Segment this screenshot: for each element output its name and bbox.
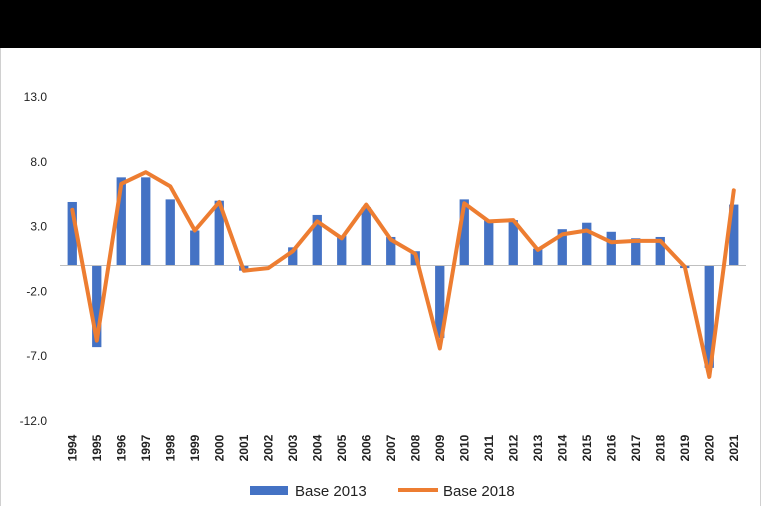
y-tick-label: -7.0 — [26, 349, 47, 363]
series-line-base-2018 — [70, 170, 736, 379]
frame-border-left — [0, 48, 1, 506]
x-tick-label-1995: 1995 — [90, 434, 104, 461]
y-tick-label: 8.0 — [30, 155, 47, 169]
bar-base-2013-1995 — [92, 265, 102, 348]
x-tick-label-2001: 2001 — [237, 434, 251, 461]
x-tick-label-2014: 2014 — [555, 434, 569, 461]
top-banner — [0, 0, 761, 48]
x-tick-label-2002: 2002 — [261, 434, 275, 461]
legend-swatch-base-2013 — [250, 486, 288, 495]
x-tick-label-1996: 1996 — [114, 434, 128, 461]
bar-base-2013-2010 — [459, 199, 469, 266]
bar-base-2013-2016 — [606, 231, 616, 266]
x-tick-label-2020: 2020 — [702, 434, 716, 461]
bar-base-2013-2011 — [484, 220, 494, 266]
bar-base-2013-2017 — [631, 238, 641, 266]
bar-base-2013-1998 — [165, 199, 175, 266]
x-tick-label-2013: 2013 — [531, 434, 545, 461]
bar-base-2013-1999 — [190, 230, 200, 266]
x-tick-label-2008: 2008 — [408, 434, 422, 461]
bar-base-2013-2021 — [729, 204, 739, 266]
bar-base-2013-2007 — [386, 236, 396, 266]
bar-base-2013-2004 — [312, 214, 322, 266]
bar-base-2013-2005 — [337, 235, 347, 266]
bar-base-2013-2014 — [557, 229, 567, 266]
bar-base-2013-1997 — [141, 177, 151, 266]
x-tick-label-2009: 2009 — [433, 434, 447, 461]
x-tick-label-1997: 1997 — [139, 434, 153, 461]
bar-base-2013-1994 — [67, 201, 77, 266]
y-tick-label: -2.0 — [26, 284, 47, 298]
bar-base-2013-2020 — [704, 265, 714, 368]
x-tick-label-1994: 1994 — [65, 434, 79, 461]
x-tick-label-2017: 2017 — [629, 434, 643, 461]
x-tick-label-2019: 2019 — [678, 434, 692, 461]
bar-base-2013-2012 — [508, 220, 518, 266]
x-tick-label-2021: 2021 — [727, 434, 741, 461]
x-tick-label-1999: 1999 — [188, 434, 202, 461]
bar-base-2013-2013 — [533, 248, 543, 266]
bar-base-2013-2003 — [288, 247, 298, 266]
bar-base-2013-1996 — [116, 177, 126, 266]
bar-base-2013-2018 — [655, 236, 665, 266]
bar-base-2013-2009 — [435, 265, 445, 339]
x-tick-label-1998: 1998 — [163, 434, 177, 461]
x-tick-label-2000: 2000 — [212, 434, 226, 461]
x-tick-label-2005: 2005 — [335, 434, 349, 461]
x-tick-label-2006: 2006 — [359, 434, 373, 461]
y-tick-label: -12.0 — [20, 414, 48, 428]
bar-base-2013-2006 — [361, 207, 371, 266]
legend-label-base-2013: Base 2013 — [295, 483, 367, 500]
x-tick-label-2004: 2004 — [310, 434, 324, 461]
x-tick-label-2007: 2007 — [384, 434, 398, 461]
x-tick-label-2010: 2010 — [457, 434, 471, 461]
y-tick-label: 13.0 — [24, 90, 48, 104]
x-tick-label-2018: 2018 — [653, 434, 667, 461]
x-tick-label-2015: 2015 — [580, 434, 594, 461]
legend-label-base-2018: Base 2018 — [443, 483, 515, 500]
x-tick-label-2003: 2003 — [286, 434, 300, 461]
legend: Base 2013 Base 2018 — [250, 483, 515, 500]
x-tick-label-2012: 2012 — [506, 434, 520, 461]
x-tick-label-2011: 2011 — [482, 435, 496, 461]
x-tick-label-2016: 2016 — [604, 434, 618, 461]
bar-base-2013-2000 — [214, 200, 224, 266]
bar-base-2013-2015 — [582, 222, 592, 266]
y-tick-label: 3.0 — [30, 220, 47, 234]
